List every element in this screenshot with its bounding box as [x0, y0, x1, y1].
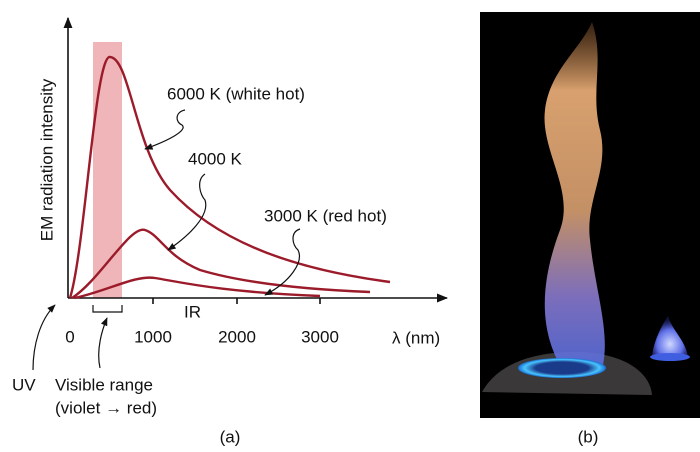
panel-a: EM radiation intensity 0 1000 2000 3000 …	[12, 16, 449, 446]
callout-arrow	[264, 228, 301, 296]
visible-arrow	[98, 317, 108, 369]
visible-bracket	[92, 305, 123, 313]
caption: (a)	[220, 427, 241, 446]
callout-arrow	[167, 173, 207, 251]
curve-label: 3000 K (red hot)	[264, 206, 387, 225]
caption: (b)	[578, 427, 599, 446]
burner-ring	[518, 358, 606, 378]
uv-label: UV	[12, 375, 36, 394]
uv-arrow	[32, 304, 56, 371]
x-tick-label: 1000	[134, 327, 172, 346]
flame	[544, 22, 605, 365]
x-tick-label: 3000	[301, 327, 339, 346]
visible-label: Visible range	[55, 375, 153, 394]
callout-arrow	[144, 109, 186, 150]
x-tick-label: 0	[65, 327, 74, 346]
curve-label: 6000 K (white hot)	[167, 84, 305, 103]
y-axis-label: EM radiation intensity	[37, 78, 56, 241]
curve-6000k	[68, 55, 391, 299]
curve-3000k	[74, 276, 321, 300]
small-flame	[652, 316, 688, 356]
visible-sublabel: (violet → red)	[55, 398, 157, 417]
curve-label: 4000 K	[188, 149, 243, 168]
visible-band	[93, 42, 122, 298]
ir-label: IR	[184, 302, 201, 321]
x-tick-label: 2000	[218, 327, 256, 346]
x-axis-label: λ (nm)	[392, 328, 440, 347]
panel-b: (b)	[480, 12, 700, 446]
curve-4000k	[71, 228, 371, 300]
small-ring	[650, 353, 690, 361]
